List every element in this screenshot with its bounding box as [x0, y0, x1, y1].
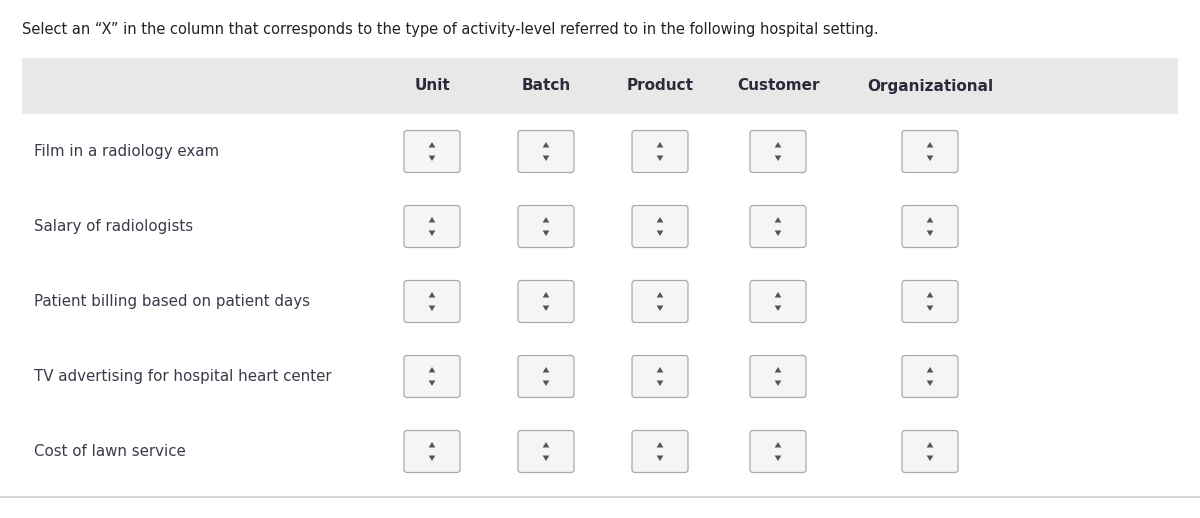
Text: Batch: Batch: [521, 79, 571, 94]
Polygon shape: [926, 381, 934, 386]
Polygon shape: [428, 306, 436, 311]
Polygon shape: [428, 442, 436, 448]
Polygon shape: [428, 367, 436, 372]
Polygon shape: [542, 306, 550, 311]
Bar: [22, 58, 1178, 492]
Polygon shape: [542, 231, 550, 236]
Polygon shape: [775, 381, 781, 386]
FancyBboxPatch shape: [632, 131, 688, 172]
Text: Patient billing based on patient days: Patient billing based on patient days: [34, 294, 310, 309]
Polygon shape: [542, 442, 550, 448]
Polygon shape: [926, 442, 934, 448]
Text: Customer: Customer: [737, 79, 820, 94]
FancyBboxPatch shape: [902, 355, 958, 397]
Polygon shape: [656, 367, 664, 372]
Polygon shape: [775, 217, 781, 223]
FancyBboxPatch shape: [902, 281, 958, 323]
Text: Unit: Unit: [414, 79, 450, 94]
Polygon shape: [775, 142, 781, 148]
Polygon shape: [926, 142, 934, 148]
Polygon shape: [926, 217, 934, 223]
Polygon shape: [428, 381, 436, 386]
FancyBboxPatch shape: [518, 430, 574, 472]
Polygon shape: [656, 217, 664, 223]
FancyBboxPatch shape: [404, 430, 460, 472]
Polygon shape: [428, 231, 436, 236]
Polygon shape: [926, 231, 934, 236]
FancyBboxPatch shape: [404, 355, 460, 397]
Bar: [22, 114, 1178, 492]
FancyBboxPatch shape: [750, 206, 806, 248]
Text: Select an “X” in the column that corresponds to the type of activity-level refer: Select an “X” in the column that corresp…: [22, 22, 878, 37]
FancyBboxPatch shape: [404, 281, 460, 323]
Polygon shape: [775, 442, 781, 448]
Text: Product: Product: [626, 79, 694, 94]
Polygon shape: [428, 217, 436, 223]
Polygon shape: [656, 292, 664, 297]
Polygon shape: [656, 442, 664, 448]
FancyBboxPatch shape: [404, 206, 460, 248]
FancyBboxPatch shape: [902, 206, 958, 248]
Polygon shape: [542, 455, 550, 461]
FancyBboxPatch shape: [518, 206, 574, 248]
Polygon shape: [542, 155, 550, 161]
Polygon shape: [428, 155, 436, 161]
FancyBboxPatch shape: [902, 430, 958, 472]
FancyBboxPatch shape: [632, 355, 688, 397]
Text: Film in a radiology exam: Film in a radiology exam: [34, 144, 220, 159]
Polygon shape: [542, 217, 550, 223]
FancyBboxPatch shape: [750, 281, 806, 323]
FancyBboxPatch shape: [750, 355, 806, 397]
Polygon shape: [656, 142, 664, 148]
FancyBboxPatch shape: [750, 131, 806, 172]
Polygon shape: [428, 142, 436, 148]
Polygon shape: [926, 455, 934, 461]
FancyBboxPatch shape: [632, 206, 688, 248]
Polygon shape: [542, 367, 550, 372]
Text: Cost of lawn service: Cost of lawn service: [34, 444, 186, 459]
Polygon shape: [926, 367, 934, 372]
Polygon shape: [775, 367, 781, 372]
Text: Organizational: Organizational: [866, 79, 994, 94]
Polygon shape: [542, 292, 550, 297]
Polygon shape: [656, 231, 664, 236]
FancyBboxPatch shape: [518, 281, 574, 323]
Polygon shape: [542, 142, 550, 148]
Polygon shape: [775, 455, 781, 461]
Polygon shape: [656, 155, 664, 161]
FancyBboxPatch shape: [632, 430, 688, 472]
Polygon shape: [542, 381, 550, 386]
Polygon shape: [656, 381, 664, 386]
Polygon shape: [428, 292, 436, 297]
Polygon shape: [775, 292, 781, 297]
FancyBboxPatch shape: [404, 131, 460, 172]
Polygon shape: [428, 455, 436, 461]
FancyBboxPatch shape: [632, 281, 688, 323]
Polygon shape: [656, 306, 664, 311]
Polygon shape: [656, 455, 664, 461]
Polygon shape: [775, 306, 781, 311]
FancyBboxPatch shape: [902, 131, 958, 172]
Polygon shape: [926, 306, 934, 311]
Polygon shape: [775, 155, 781, 161]
Text: TV advertising for hospital heart center: TV advertising for hospital heart center: [34, 369, 331, 384]
Polygon shape: [926, 155, 934, 161]
FancyBboxPatch shape: [750, 430, 806, 472]
Text: Salary of radiologists: Salary of radiologists: [34, 219, 193, 234]
FancyBboxPatch shape: [518, 355, 574, 397]
FancyBboxPatch shape: [518, 131, 574, 172]
Polygon shape: [926, 292, 934, 297]
Polygon shape: [775, 231, 781, 236]
